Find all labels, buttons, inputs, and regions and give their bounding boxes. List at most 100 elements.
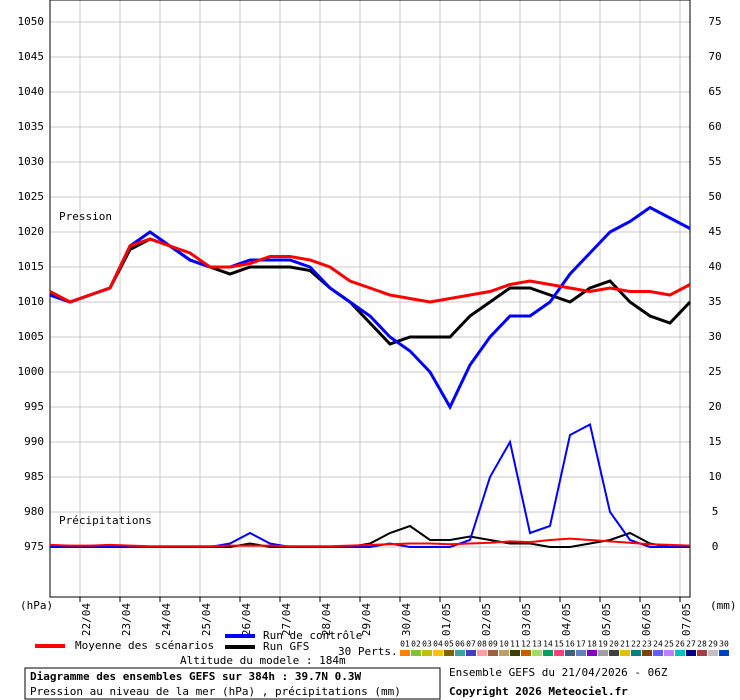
perturbation-label: 14: [543, 640, 553, 649]
x-tick-label: 30/04: [400, 603, 413, 636]
y2-tick-label: 20: [708, 400, 721, 413]
perturbation-swatch: [631, 650, 641, 656]
x-tick-label: 02/05: [480, 603, 493, 636]
x-tick-label: 04/05: [560, 603, 573, 636]
y2-tick-label: 60: [708, 120, 721, 133]
x-tick-label: 25/04: [200, 603, 213, 636]
pressure-line: [49, 205, 691, 411]
perturbation-swatch: [477, 650, 487, 656]
plot-frame: [49, 0, 691, 598]
perturbation-swatch: [532, 650, 542, 656]
perturbation-label: 30: [719, 640, 729, 649]
perturbation-swatch: [554, 650, 564, 656]
perturbation-label: 04: [433, 640, 443, 649]
perturbation-swatch: [510, 650, 520, 656]
y2-tick-label: 70: [708, 50, 721, 63]
x-tick-label: 23/04: [120, 603, 133, 636]
y2-tick-label: 40: [708, 260, 721, 273]
perturbation-label: 13: [532, 640, 542, 649]
x-tick-label: 28/04: [320, 603, 333, 636]
x-tick-label: 29/04: [360, 603, 373, 636]
perturbation-label: 28: [697, 640, 707, 649]
title-box: [24, 667, 441, 700]
y2-tick-label: 15: [708, 435, 721, 448]
perturbation-label: 24: [653, 640, 663, 649]
perturbation-label: 29: [708, 640, 718, 649]
y-axis-label: (hPa): [20, 599, 53, 612]
perturbation-label: 27: [686, 640, 696, 649]
perturbation-label: 07: [466, 640, 476, 649]
perturbation-label: 16: [565, 640, 575, 649]
y-tick-label: 1000: [18, 365, 45, 378]
perturbation-label: 11: [510, 640, 520, 649]
perturbation-label: 26: [675, 640, 685, 649]
y2-tick-label: 75: [708, 15, 721, 28]
perturbation-swatch: [455, 650, 465, 656]
perturbation-label: 09: [488, 640, 498, 649]
copyright: Copyright 2026 Meteociel.fr: [449, 685, 628, 698]
perturbation-label: 21: [620, 640, 630, 649]
perturbation-swatch: [499, 650, 509, 656]
grid: [50, 0, 690, 597]
perturbation-label: 15: [554, 640, 564, 649]
perturbation-label: 23: [642, 640, 652, 649]
perturbation-swatch: [400, 650, 410, 656]
y-tick-label: 1050: [18, 15, 45, 28]
perturbation-swatch: [598, 650, 608, 656]
x-tick-label: 24/04: [160, 603, 173, 636]
y-tick-label: 1005: [18, 330, 45, 343]
perturbation-label: 02: [411, 640, 421, 649]
perturbation-swatch: [675, 650, 685, 656]
x-tick-label: 03/05: [520, 603, 533, 636]
x-tick-label: 05/05: [600, 603, 613, 636]
chart-title: Diagramme des ensembles GEFS sur 384h : …: [30, 670, 362, 683]
perturbation-swatch: [697, 650, 707, 656]
y-tick-label: 1025: [18, 190, 45, 203]
perturbation-label: 19: [598, 640, 608, 649]
y-tick-label: 980: [24, 505, 44, 518]
y-tick-label: 1015: [18, 260, 45, 273]
pressure-label: Pression: [59, 210, 112, 223]
x-tick-label: 22/04: [80, 603, 93, 636]
y2-tick-label: 5: [712, 505, 719, 518]
legend-label: Run GFS: [263, 640, 309, 653]
y-tick-label: 990: [24, 435, 44, 448]
x-tick-label: 06/05: [640, 603, 653, 636]
perturbation-label: 06: [455, 640, 465, 649]
perturbation-label: 01: [400, 640, 410, 649]
legend-label: Run de contrôle: [263, 629, 362, 642]
perturbation-swatch: [521, 650, 531, 656]
pressure-line: [49, 237, 691, 304]
perturbation-label: 10: [499, 640, 509, 649]
perturbation-label: 03: [422, 640, 432, 649]
y-tick-label: 975: [24, 540, 44, 553]
precip-label: Précipitations: [59, 514, 152, 527]
y2-tick-label: 35: [708, 295, 721, 308]
perturbation-swatch: [708, 650, 718, 656]
perturbation-swatch: [466, 650, 476, 656]
y2-tick-label: 50: [708, 190, 721, 203]
x-tick-label: 07/05: [680, 603, 693, 636]
perturbation-swatch: [543, 650, 553, 656]
perturbation-swatch: [488, 650, 498, 656]
perturbations-label: 30 Perts.: [338, 645, 398, 658]
chart-subtitle: Pression au niveau de la mer (hPa) , pré…: [30, 685, 401, 698]
y-tick-label: 1035: [18, 120, 45, 133]
perturbation-swatch: [642, 650, 652, 656]
y-tick-label: 1030: [18, 155, 45, 168]
y2-tick-label: 55: [708, 155, 721, 168]
perturbation-label: 20: [609, 640, 619, 649]
x-tick-label: 27/04: [280, 603, 293, 636]
y-tick-label: 1040: [18, 85, 45, 98]
y2-tick-label: 10: [708, 470, 721, 483]
perturbation-swatch: [411, 650, 421, 656]
run-info: Ensemble GEFS du 21/04/2026 - 06Z: [449, 666, 668, 679]
perturbation-swatch: [433, 650, 443, 656]
x-tick-label: 26/04: [240, 603, 253, 636]
altitude: Altitude du modele : 184m: [180, 654, 346, 667]
perturbation-swatch: [565, 650, 575, 656]
legend-label: Moyenne des scénarios: [75, 639, 214, 652]
perturbation-label: 08: [477, 640, 487, 649]
